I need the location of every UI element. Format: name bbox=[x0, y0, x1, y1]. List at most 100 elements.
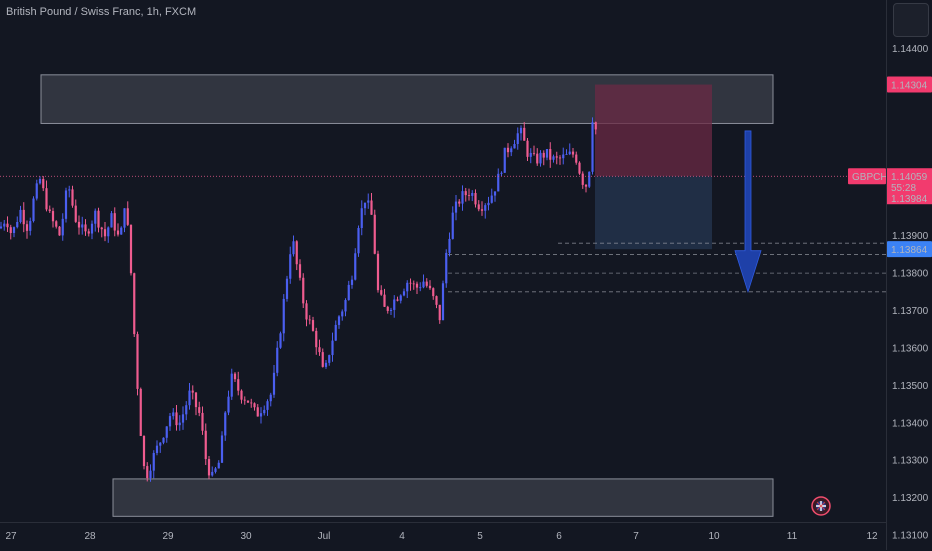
candle-body-83 bbox=[269, 394, 272, 402]
candle-body-88 bbox=[285, 278, 289, 299]
candle-body-119 bbox=[386, 306, 389, 311]
candle-body-129 bbox=[419, 287, 422, 289]
candle-body-109 bbox=[354, 253, 357, 280]
candle-body-67 bbox=[217, 462, 220, 469]
candle-body-68 bbox=[220, 435, 224, 463]
candle-body-183 bbox=[594, 122, 597, 130]
symbol-label-bg bbox=[848, 168, 886, 185]
candle-body-147 bbox=[477, 204, 480, 210]
candle-body-124 bbox=[402, 291, 406, 296]
candle-body-81 bbox=[263, 409, 266, 414]
down-arrow-annotation[interactable] bbox=[734, 130, 762, 294]
candle-body-162 bbox=[526, 140, 529, 157]
candle-body-80 bbox=[259, 413, 263, 417]
candle-body-79 bbox=[256, 407, 259, 417]
candle-body-160 bbox=[519, 127, 523, 134]
candle-body-87 bbox=[282, 298, 285, 334]
entry-price-text: 1.14059 bbox=[891, 172, 928, 183]
candle-body-27 bbox=[87, 231, 90, 234]
candle-body-19 bbox=[61, 218, 64, 236]
candle-body-132 bbox=[428, 285, 432, 289]
candle-body-43 bbox=[139, 388, 142, 436]
candle-body-134 bbox=[435, 296, 438, 305]
candle-body-10 bbox=[32, 198, 35, 222]
candle-body-39 bbox=[126, 208, 129, 225]
candle-body-21 bbox=[68, 189, 71, 191]
short-position-tool[interactable] bbox=[595, 84, 712, 250]
candle-body-165 bbox=[536, 153, 539, 164]
candle-body-14 bbox=[45, 188, 48, 210]
candle-body-104 bbox=[337, 316, 341, 325]
price-axis-border bbox=[886, 0, 932, 550]
candle-body-65 bbox=[211, 471, 214, 476]
candle-body-25 bbox=[81, 224, 84, 228]
candle-body-97 bbox=[315, 330, 318, 348]
candle-body-0 bbox=[0, 226, 3, 229]
candle-body-131 bbox=[425, 281, 428, 286]
candle-body-154 bbox=[500, 172, 503, 174]
time-tick-10: 11 bbox=[787, 531, 798, 542]
candle-body-145 bbox=[471, 193, 474, 196]
price-tick-8: 1.13900 bbox=[892, 231, 929, 242]
candle-body-20 bbox=[64, 190, 68, 219]
candle-body-36 bbox=[116, 230, 120, 235]
candle-body-113 bbox=[367, 200, 370, 203]
time-tick-1: 28 bbox=[84, 531, 96, 542]
candle-body-46 bbox=[149, 470, 152, 479]
candle-body-115 bbox=[373, 214, 376, 254]
candlesticks bbox=[0, 117, 597, 482]
candle-body-6 bbox=[19, 209, 22, 222]
candle-body-32 bbox=[103, 229, 107, 237]
candle-body-76 bbox=[246, 400, 250, 403]
candle-body-60 bbox=[194, 392, 198, 408]
candle-body-61 bbox=[198, 407, 201, 413]
time-axis-border bbox=[0, 522, 886, 551]
candle-body-148 bbox=[480, 209, 484, 211]
uk-flag-event-icon[interactable] bbox=[811, 496, 831, 516]
candle-body-118 bbox=[383, 294, 386, 307]
candle-body-47 bbox=[152, 452, 155, 471]
time-tick-6: 5 bbox=[477, 531, 483, 542]
candle-body-75 bbox=[243, 399, 246, 401]
stop-loss-zone bbox=[595, 84, 712, 177]
candle-body-146 bbox=[474, 193, 477, 205]
candle-body-96 bbox=[311, 320, 315, 331]
candle-body-122 bbox=[396, 299, 399, 301]
candle-body-58 bbox=[188, 390, 191, 406]
price-tick-1: 1.13200 bbox=[892, 493, 929, 504]
candle-body-135 bbox=[438, 304, 441, 321]
candle-body-29 bbox=[94, 210, 97, 224]
candle-body-105 bbox=[341, 311, 344, 317]
price-tick-0: 1.13100 bbox=[892, 531, 929, 542]
candle-body-35 bbox=[113, 213, 116, 231]
price-tick-6: 1.13700 bbox=[892, 306, 929, 317]
candle-body-157 bbox=[510, 148, 513, 153]
candle-body-42 bbox=[136, 334, 139, 389]
candle-body-130 bbox=[422, 281, 425, 288]
candle-body-50 bbox=[162, 437, 165, 443]
candle-body-121 bbox=[393, 299, 396, 310]
candle-body-78 bbox=[253, 403, 256, 408]
candle-body-181 bbox=[588, 171, 591, 187]
candle-body-63 bbox=[204, 430, 207, 460]
candle-body-49 bbox=[159, 442, 162, 446]
candle-body-12 bbox=[38, 178, 42, 184]
candle-body-30 bbox=[97, 210, 100, 228]
candle-body-101 bbox=[328, 355, 331, 363]
price-axis[interactable]: 1.13100 1.13200 1.13300 1.13400 1.13500 1.136… bbox=[892, 44, 929, 541]
down-arrow-shape bbox=[734, 130, 762, 294]
candle-body-93 bbox=[302, 277, 305, 304]
time-tick-9: 10 bbox=[708, 531, 720, 542]
candle-body-24 bbox=[77, 221, 81, 228]
time-tick-5: 4 bbox=[399, 531, 405, 542]
candle-body-161 bbox=[523, 127, 526, 141]
candle-body-177 bbox=[575, 154, 578, 163]
candle-body-114 bbox=[370, 200, 373, 215]
candle-body-153 bbox=[497, 173, 500, 192]
time-axis[interactable]: 27 28 29 30 Jul 4 5 6 7 10 11 12 bbox=[5, 531, 878, 542]
candle-body-56 bbox=[181, 414, 185, 423]
settings-corner-button[interactable] bbox=[893, 3, 929, 37]
